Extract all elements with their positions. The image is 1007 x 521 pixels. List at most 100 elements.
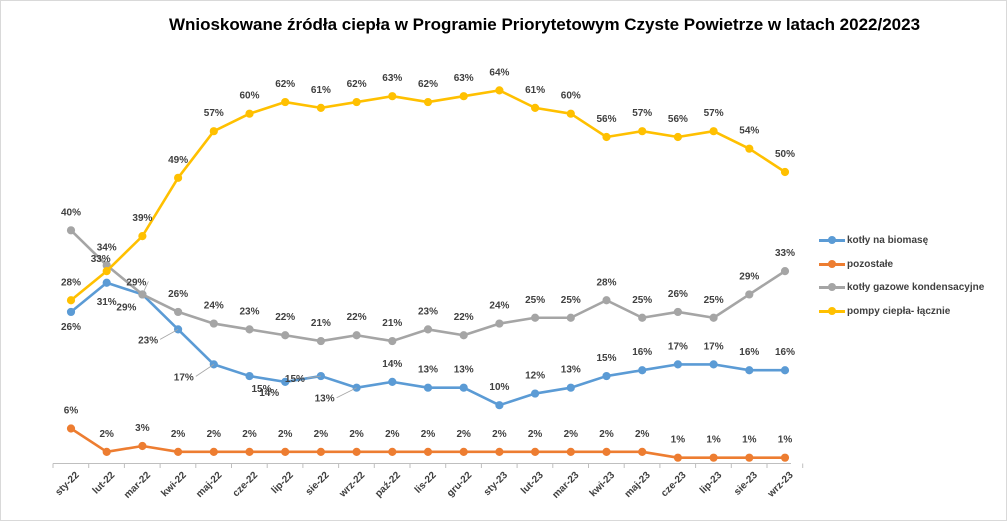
data-point [245,109,254,118]
data-point [423,97,433,107]
legend-label: kotły na biomasę [847,235,929,246]
data-point [209,319,218,328]
data-point [495,447,504,456]
data-label: 61% [311,85,331,96]
data-point [174,173,183,182]
data-label: 13% [315,394,335,405]
data-label: 2% [207,429,222,440]
data-label: 60% [561,91,581,102]
data-label: 13% [454,365,474,376]
data-point [388,336,397,346]
data-point [388,377,397,386]
legend-swatch-marker [828,236,836,244]
x-tick-label: lut-23 [519,470,546,497]
data-label: 26% [668,289,688,300]
data-label: 1% [742,435,757,446]
data-point [66,226,76,235]
data-point [566,447,575,456]
data-point [780,267,790,276]
data-label: 39% [132,213,152,224]
legend-swatch [819,260,845,269]
data-label: 50% [775,149,795,160]
data-label: 2% [171,429,186,440]
x-tick-label: maj-23 [623,470,653,500]
data-label: 28% [596,277,616,288]
data-label: 22% [454,312,474,323]
x-tick-label: cze-23 [659,470,689,500]
legend-swatch-marker [828,260,836,268]
data-point [638,127,647,136]
data-point [423,383,433,392]
data-point [316,336,325,346]
data-label: 22% [275,312,295,323]
data-label: 62% [418,79,438,90]
x-tick-label: mar-23 [550,470,581,501]
data-point [602,371,611,381]
data-label: 15% [596,353,616,364]
data-point [459,92,468,101]
series-line [69,229,787,343]
data-point [423,325,433,334]
data-point [316,103,325,112]
data-point [352,331,361,340]
x-tick-label: lut-22 [91,470,118,497]
data-label: 2% [635,429,650,440]
data-label: 40% [61,207,81,218]
data-label: 33% [775,248,795,259]
data-label: 22% [347,312,367,323]
data-label: 57% [632,108,652,119]
data-point [102,267,111,276]
data-point [638,366,647,375]
data-label: 62% [347,79,367,90]
series-group [66,86,790,305]
data-label: 17% [668,341,688,352]
legend-swatch [819,236,845,245]
label-leader-line [336,387,357,399]
series-group [66,226,790,346]
data-label: 34% [97,242,117,253]
label-leader-line [306,375,321,379]
label-leader-line [159,329,179,340]
data-label: 64% [489,67,509,78]
legend-item: kotły gazowe kondensacyjne [819,282,984,293]
data-label: 14% [259,388,279,399]
data-label: 62% [275,79,295,90]
data-point [174,447,183,456]
data-point [745,144,754,153]
data-point [459,447,468,456]
x-tick-label: mar-22 [122,470,153,501]
data-point [602,296,611,305]
data-label: 57% [204,108,224,119]
data-label: 25% [632,295,652,306]
data-point [709,127,718,136]
x-tick-label: kwi-23 [588,470,618,500]
data-label: 3% [135,423,150,434]
data-label: 2% [492,429,507,440]
data-label: 26% [61,322,81,333]
x-tick-label: lip-22 [270,470,297,497]
data-point [281,447,290,456]
data-label: 2% [528,429,543,440]
data-point [566,109,575,118]
data-label: 25% [704,295,724,306]
data-point [281,331,290,340]
data-label: 21% [311,318,331,329]
data-point [495,319,504,328]
data-point [745,366,754,375]
data-label: 21% [382,318,402,329]
x-tick-label: maj-22 [194,470,224,500]
data-label: 2% [242,429,257,440]
data-label: 56% [668,114,688,125]
data-point [459,383,468,392]
data-label: 33% [91,254,111,265]
data-point [245,447,254,456]
data-label: 63% [454,73,474,84]
data-label: 2% [564,429,579,440]
data-point [673,307,683,317]
data-point [531,313,540,322]
legend-item: kotły na biomasę [819,235,928,246]
data-label: 31% [97,297,117,308]
data-point [66,424,76,433]
data-point [531,103,540,112]
